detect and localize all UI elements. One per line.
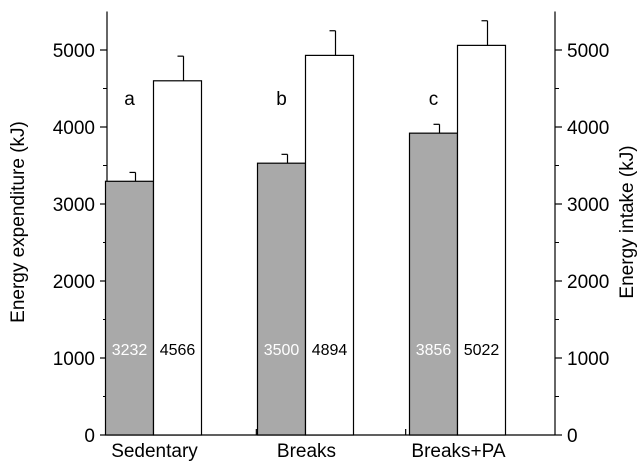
y-tick-label-left: 0 — [84, 426, 95, 447]
intake-value-label: 5022 — [464, 342, 500, 359]
y-tick-label-right: 2000 — [567, 272, 609, 293]
intake-bar — [152, 80, 203, 436]
y-tick-label-left: 5000 — [53, 41, 95, 62]
significance-letter: c — [429, 89, 439, 110]
intake-value-label: 4894 — [312, 342, 348, 359]
y-tick-label-right: 0 — [567, 426, 578, 447]
expenditure-bar — [104, 180, 155, 436]
x-tick-label: Sedentary — [111, 441, 198, 462]
y-tick-label-left: 4000 — [53, 118, 95, 139]
intake-bar — [304, 54, 355, 436]
expenditure-bar — [256, 162, 307, 436]
y-tick-label-left: 2000 — [53, 272, 95, 293]
y-tick-label-right: 4000 — [567, 118, 609, 139]
intake-bar — [456, 44, 507, 436]
significance-letter: b — [276, 89, 287, 110]
y-tick-label-left: 3000 — [53, 195, 95, 216]
expenditure-value-label: 3500 — [264, 342, 300, 359]
labels: 0 0 1000 1000 2000 2000 3000 3000 4000 4000 5000 50… — [53, 41, 610, 462]
intake-value-label: 4566 — [160, 342, 196, 359]
y-axis-label-right: Energy intake (kJ) — [617, 145, 638, 298]
expenditure-value-label: 3856 — [416, 342, 452, 359]
x-tick-label: Breaks+PA — [411, 441, 505, 462]
y-tick-label-right: 3000 — [567, 195, 609, 216]
x-tick-label: Breaks — [277, 441, 336, 462]
expenditure-bar — [408, 132, 459, 436]
y-tick-label-right: 1000 — [567, 349, 609, 370]
expenditure-value-label: 3232 — [112, 342, 148, 359]
y-tick-label-left: 1000 — [53, 349, 95, 370]
significance-letter: a — [124, 89, 135, 110]
bars — [104, 20, 507, 436]
y-axis-label-left: Energy expenditure (kJ) — [8, 121, 29, 323]
y-tick-label-right: 5000 — [567, 41, 609, 62]
